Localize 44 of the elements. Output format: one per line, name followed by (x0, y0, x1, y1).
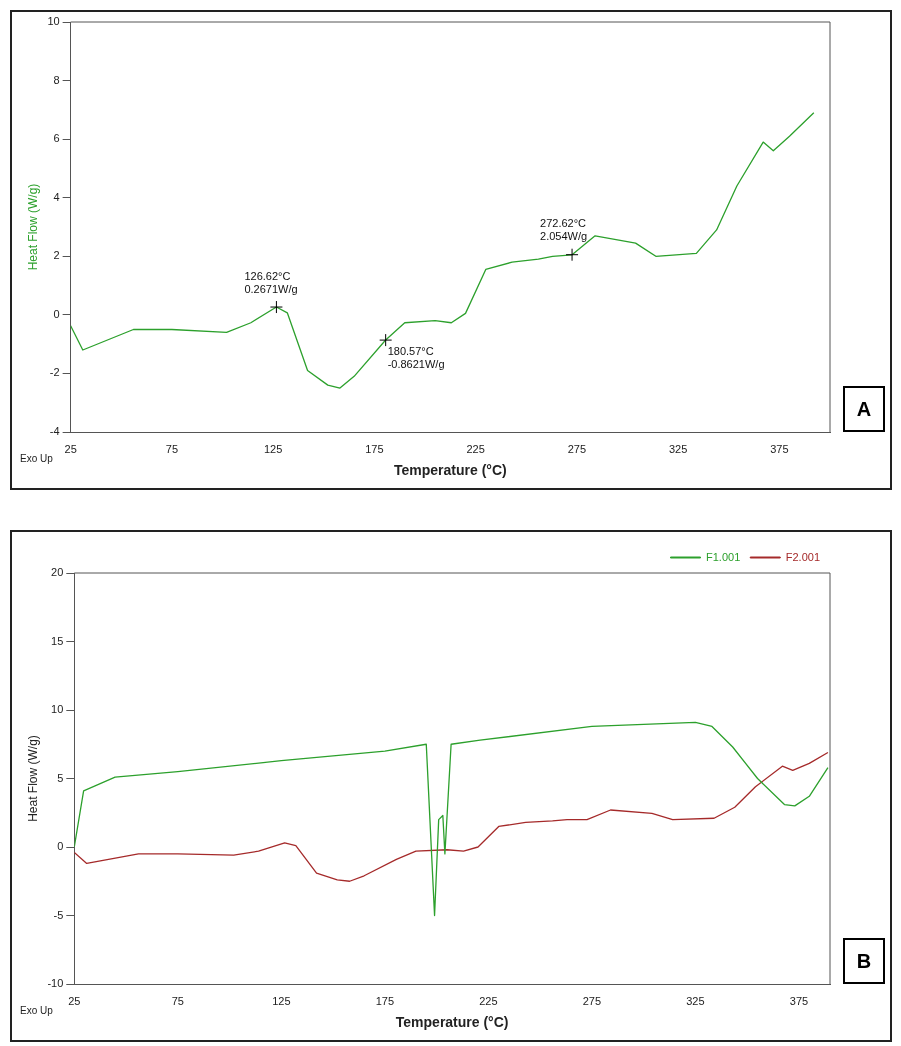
text: B (856, 949, 872, 972)
y-tick-label: 0 (57, 840, 64, 853)
y-tick-label: 8 (53, 73, 60, 86)
text: Exo Up (20, 1004, 54, 1016)
annotation: 126.62°C 0.2671W/g (244, 269, 298, 295)
x-tick-label: 75 (165, 442, 179, 455)
y-axis-title: Heat Flow (W/g) (25, 735, 40, 822)
x-tick-label: 325 (668, 442, 688, 455)
annotation: 180.57°C -0.8621W/g (387, 344, 445, 370)
y-tick-label: -4 (49, 425, 60, 438)
x-tick-label: 125 (272, 994, 291, 1007)
y-tick-label: 4 (53, 190, 60, 203)
y-tick-label: 2 (53, 249, 60, 262)
x-tick-label: 225 (479, 994, 498, 1007)
y-axis-title: Heat Flow (W/g) (25, 183, 40, 271)
x-axis-title: Temperature (°C) (393, 462, 507, 479)
y-tick-label: 5 (57, 771, 64, 784)
x-tick-label: 225 (466, 442, 485, 455)
x-tick-label: 325 (686, 994, 705, 1007)
text: A (856, 397, 872, 420)
y-tick-label: 6 (53, 132, 60, 145)
y-tick-label: 0 (53, 307, 60, 320)
y-tick-label: -5 (53, 908, 64, 921)
text: Exo Up (20, 452, 54, 464)
annotation: 272.62°C 2.054W/g (540, 217, 588, 243)
legend-label: F2.001 (785, 550, 820, 563)
x-tick-label: 275 (582, 994, 602, 1007)
legend-label: F1.001 (706, 550, 741, 563)
x-tick-label: 25 (68, 994, 81, 1007)
x-tick-label: 375 (789, 994, 809, 1007)
y-tick-label: 10 (47, 15, 60, 28)
y-tick-label: 10 (51, 703, 64, 716)
y-tick-label: -10 (47, 977, 64, 990)
x-tick-label: 175 (375, 994, 395, 1007)
x-tick-label: 125 (263, 442, 283, 455)
y-tick-label: 20 (51, 566, 64, 579)
x-tick-label: 175 (365, 442, 384, 455)
y-tick-label: -2 (49, 366, 60, 379)
x-tick-label: 75 (171, 994, 184, 1007)
y-tick-label: 15 (51, 634, 64, 647)
x-tick-label: 275 (567, 442, 587, 455)
x-tick-label: 25 (64, 442, 77, 455)
x-axis-title: Temperature (°C) (395, 1014, 509, 1031)
x-tick-label: 375 (770, 442, 789, 455)
